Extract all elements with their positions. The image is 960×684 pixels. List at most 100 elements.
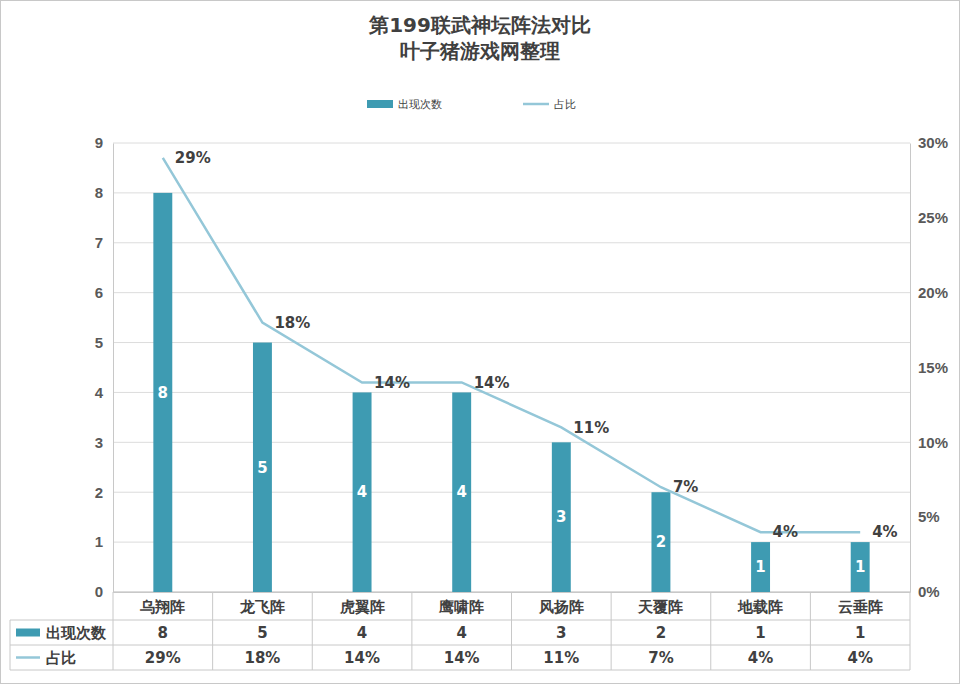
grid-line bbox=[113, 192, 910, 193]
table-cell: 4% bbox=[847, 649, 872, 667]
tick: 10% bbox=[910, 434, 948, 451]
bar bbox=[651, 492, 670, 592]
grid-line bbox=[113, 143, 910, 144]
tick-label: 30% bbox=[918, 134, 948, 151]
tick-label: 天覆阵 bbox=[637, 598, 683, 615]
table-cell: 14% bbox=[444, 649, 480, 667]
tick-label: 云垂阵 bbox=[838, 598, 883, 615]
grid-line bbox=[113, 342, 910, 343]
table-cell: 4 bbox=[357, 624, 367, 642]
tick: 地载阵 bbox=[737, 598, 783, 615]
data-label: 2 bbox=[656, 533, 666, 551]
table-cell: 4% bbox=[748, 649, 773, 667]
table-line bbox=[113, 592, 114, 670]
table-line bbox=[312, 592, 313, 670]
table-line bbox=[411, 592, 412, 670]
data-label: 11% bbox=[573, 419, 609, 437]
table-line bbox=[10, 620, 11, 670]
tick-label: 乌翔阵 bbox=[139, 598, 185, 615]
table-line bbox=[710, 592, 711, 670]
tick: 9 bbox=[95, 134, 113, 151]
tick-label: 7 bbox=[95, 234, 103, 251]
tick-label: 3 bbox=[95, 434, 103, 451]
data-label: 18% bbox=[274, 314, 310, 332]
grid-line bbox=[113, 392, 910, 393]
bar bbox=[552, 442, 571, 592]
data-label: 1 bbox=[855, 558, 865, 576]
table-line bbox=[810, 592, 811, 670]
tick-label: 0% bbox=[918, 583, 940, 600]
tick: 25% bbox=[910, 209, 948, 226]
data-label: 14% bbox=[374, 374, 410, 392]
tick: 2 bbox=[95, 484, 113, 501]
grid-line bbox=[113, 292, 910, 293]
bar bbox=[353, 392, 372, 592]
tick-label: 风扬阵 bbox=[538, 598, 584, 615]
tick: 6 bbox=[95, 284, 113, 301]
table-line bbox=[611, 592, 612, 670]
tick-label: 5% bbox=[918, 508, 940, 525]
tick-label: 0 bbox=[95, 583, 103, 600]
legend-label: 出现次数 bbox=[398, 98, 442, 111]
axis-line bbox=[113, 144, 114, 593]
grid-line bbox=[113, 442, 910, 443]
grid-line bbox=[113, 542, 910, 543]
tick: 虎翼阵 bbox=[339, 598, 385, 615]
tick: 鹰啸阵 bbox=[438, 598, 484, 615]
legend-item: 占比 bbox=[523, 98, 576, 111]
tick-label: 2 bbox=[95, 484, 103, 501]
tick: 5% bbox=[910, 508, 940, 525]
data-label: 5 bbox=[257, 459, 267, 477]
table-swatch bbox=[16, 629, 40, 637]
table-cell: 1 bbox=[755, 624, 765, 642]
legend: 出现次数 占比 bbox=[367, 98, 576, 111]
table-cell: 5 bbox=[257, 624, 267, 642]
tick-label: 地载阵 bbox=[737, 598, 783, 615]
bar bbox=[851, 542, 870, 592]
table-cell: 4 bbox=[456, 624, 466, 642]
table-cell: 1 bbox=[855, 624, 865, 642]
legend-swatch bbox=[523, 103, 549, 106]
table-line bbox=[10, 645, 910, 646]
data-label: 4% bbox=[872, 523, 897, 541]
tick-label: 龙飞阵 bbox=[239, 598, 285, 615]
data-label: 29% bbox=[175, 149, 211, 167]
tick: 20% bbox=[910, 284, 948, 301]
table-cell: 14% bbox=[344, 649, 380, 667]
data-label: 8 bbox=[158, 384, 168, 402]
tick: 龙飞阵 bbox=[239, 598, 285, 615]
data-label: 4 bbox=[357, 483, 367, 501]
tick: 15% bbox=[910, 359, 948, 376]
tick-label: 25% bbox=[918, 209, 948, 226]
tick-label: 10% bbox=[918, 434, 948, 451]
tick: 乌翔阵 bbox=[139, 598, 185, 615]
tick-label: 15% bbox=[918, 359, 948, 376]
legend-label: 占比 bbox=[554, 98, 576, 111]
data-labels: 8544321129%18%14%14%11%7%4%4% bbox=[158, 149, 898, 576]
tick-label: 虎翼阵 bbox=[339, 598, 385, 615]
tick-label: 6 bbox=[95, 284, 103, 301]
table-swatch bbox=[16, 656, 40, 659]
tick: 云垂阵 bbox=[838, 598, 883, 615]
table-cell: 29% bbox=[145, 649, 181, 667]
table-cell: 2 bbox=[656, 624, 666, 642]
tick: 3 bbox=[95, 434, 113, 451]
tick: 8 bbox=[95, 184, 113, 201]
data-label: 3 bbox=[556, 508, 566, 526]
table-cell: 7% bbox=[648, 649, 673, 667]
tick: 5 bbox=[95, 334, 113, 351]
tick-label: 9 bbox=[95, 134, 103, 151]
legend-item: 出现次数 bbox=[367, 98, 442, 111]
chart: 第199联武神坛阵法对比叶子猪游戏网整理出现次数占比01234567890%5%… bbox=[0, 0, 960, 684]
data-label: 14% bbox=[474, 374, 510, 392]
table-line bbox=[212, 592, 213, 670]
bar bbox=[452, 392, 471, 592]
table-line bbox=[10, 620, 910, 621]
bar bbox=[153, 193, 172, 592]
tick-label: 鹰啸阵 bbox=[438, 598, 484, 615]
y2-axis: 0% 5% 10% 15% 20% 25% 30% bbox=[910, 134, 948, 600]
grid bbox=[113, 143, 910, 592]
grid-line bbox=[113, 242, 910, 243]
table-line bbox=[910, 592, 911, 670]
table-cell: 18% bbox=[244, 649, 280, 667]
